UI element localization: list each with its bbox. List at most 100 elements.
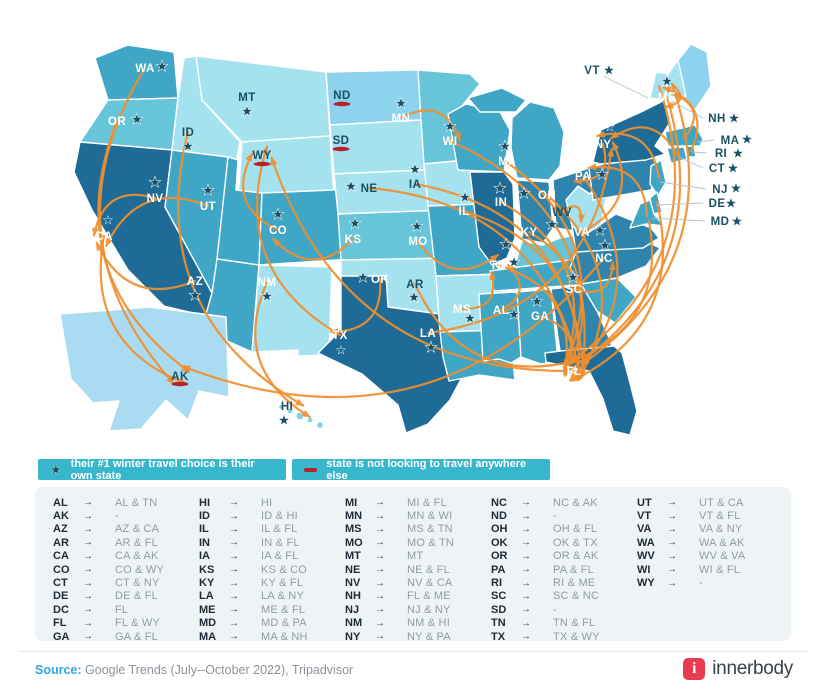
travel-choice-value: AR & FL — [115, 536, 158, 549]
travel-choice-value: FL & ME — [407, 590, 451, 603]
travel-choice-value: NE & FL — [407, 563, 450, 576]
arrow-icon: → — [521, 510, 531, 522]
table-row-CO: CO → CO & WY — [53, 563, 164, 576]
legend-own-state-label: their #1 winter travel choice is their o… — [70, 457, 255, 482]
state-labels: WA ★OR ★CA☆NV★ID★MT★WYUT★CO★AZ★NM★NDSDNE★K… — [95, 58, 675, 428]
travel-arrow-WI-to-FL — [448, 139, 586, 380]
table-row-MT: MT → MT — [345, 550, 454, 563]
state-abbr: KY — [199, 577, 215, 590]
state-label-VA: VA — [574, 227, 590, 239]
state-label-OH: OH — [538, 190, 556, 202]
table-row-UT: UT → UT & CA — [637, 496, 745, 509]
arrow-icon: → — [375, 617, 385, 629]
state-abbr: CT — [53, 577, 68, 590]
leader-line-RI — [691, 151, 708, 154]
travel-arrow-MI-to-FL — [503, 159, 583, 367]
own-state-star-KY: ★ — [500, 237, 512, 252]
travel-choice-value: IL & FL — [261, 523, 298, 536]
arrow-icon: → — [521, 497, 531, 509]
travel-arrow-NM-to-HI — [254, 280, 312, 418]
state-abbr: SC — [491, 590, 507, 603]
state-label-NY: NY — [595, 139, 612, 151]
state-abbr: NE — [345, 563, 361, 576]
legend-own-state: ★ their #1 winter travel choice is their… — [38, 457, 286, 482]
arrow-icon: → — [375, 497, 385, 509]
travel-arrow-AR-to-FL — [413, 282, 577, 368]
state-abbr: MI — [345, 496, 358, 509]
own-state-star-PA: ★ — [596, 167, 608, 182]
arrow-icon: → — [229, 564, 239, 576]
travel-choice-value: VA & NY — [699, 523, 743, 536]
state-abbr: VA — [637, 523, 652, 536]
state-abbr: DC — [53, 603, 69, 616]
travel-choice-value: MA & NH — [261, 630, 308, 643]
arrow-icon: → — [229, 497, 239, 509]
state-label-LA: LA — [420, 328, 436, 340]
table-column-3: MI → MI & FL MN → MN & WI MS → MS & TN MO → MO & TN… — [345, 496, 454, 643]
table-row-IL: IL → IL & FL — [199, 523, 308, 536]
state-abbr: NV — [345, 577, 361, 590]
own-state-star-CA: ☆ — [102, 213, 114, 228]
table-row-CA: CA → CA & AK — [53, 550, 164, 563]
travel-choice-value: OK & TX — [553, 536, 598, 549]
travel-arrow-CO-to-WY — [242, 152, 280, 232]
own-state-star-OR: ★ — [131, 112, 143, 127]
travel-arrow-NV-to-CA — [92, 193, 157, 237]
travel-choice-value: RI & ME — [553, 577, 596, 590]
leader-line-VT — [602, 75, 649, 99]
state-abbr: GA — [53, 630, 70, 643]
travel-arrow-ID-to-HI — [177, 130, 305, 407]
travel-arrow-NC-to-AK — [181, 256, 606, 399]
travel-choice-value: ME & FL — [261, 603, 306, 616]
table-row-AZ: AZ → AZ & CA — [53, 523, 164, 536]
state-abbr: PA — [491, 563, 506, 576]
travel-arrow-MS-to-TN — [460, 270, 497, 311]
state-label-MT: MT — [238, 92, 255, 104]
travel-choice-value: WI & FL — [699, 563, 741, 576]
arrow-icon: → — [521, 604, 531, 616]
travel-choice-value: WV & VA — [699, 550, 746, 563]
state-label-NE: NE — [361, 183, 378, 195]
state-label-AZ: AZ — [187, 276, 203, 288]
travel-choice-value: - — [699, 577, 703, 590]
table-row-SD: SD → - — [491, 603, 600, 616]
travel-arrow-NH-to-FL — [580, 82, 691, 366]
own-state-star-MT: ★ — [241, 104, 253, 119]
state-callouts: VT ★NH ★MA ★RI ★CT ★NJ ★DE ★MD ★ — [584, 62, 753, 229]
own-state-star-OH: ★ — [518, 186, 530, 201]
state-label-NM: NM — [258, 277, 277, 289]
travel-choice-value: UT & CA — [699, 496, 744, 509]
own-state-star-MA: ★ — [741, 132, 753, 147]
table-row-WI: WI → WI & FL — [637, 563, 745, 576]
arrow-icon: → — [375, 510, 385, 522]
state-label-IL: IL — [458, 206, 469, 218]
own-state-star-SC: ★ — [567, 270, 579, 285]
arrow-icon: → — [229, 510, 239, 522]
footer-divider — [18, 651, 808, 652]
travel-arrow-MO-to-TN — [416, 239, 500, 271]
own-state-star-DE: ★ — [725, 196, 737, 211]
table-row-HI: HI → HI — [199, 496, 308, 509]
arrow-icon: → — [375, 604, 385, 616]
table-row-ID: ID → ID & HI — [199, 509, 308, 522]
travel-choice-value: AL & TN — [115, 496, 158, 509]
travel-choice-value: NM & HI — [407, 617, 450, 630]
state-abbr: NM — [345, 617, 363, 630]
travel-choice-value: - — [553, 510, 557, 523]
arrow-icon: → — [667, 523, 677, 535]
arrow-icon: → — [83, 590, 93, 602]
travel-arrow-NJ-to-NY — [595, 130, 661, 180]
state-label-MI: MI — [498, 156, 512, 168]
travel-choice-value: KS & CO — [261, 563, 308, 576]
table-row-NY: NY → NY & PA — [345, 630, 454, 643]
own-state-star-NH: ★ — [728, 111, 740, 126]
arrow-icon: → — [229, 631, 239, 643]
travel-choice-value: - — [115, 510, 119, 523]
legend-star-icon: ★ — [50, 462, 62, 477]
arrow-icon: → — [375, 537, 385, 549]
arrow-icon: → — [229, 550, 239, 562]
table-row-NJ: NJ → NJ & NY — [345, 603, 454, 616]
table-row-MD: MD → MD & PA — [199, 617, 308, 630]
arrow-icon: → — [83, 617, 93, 629]
